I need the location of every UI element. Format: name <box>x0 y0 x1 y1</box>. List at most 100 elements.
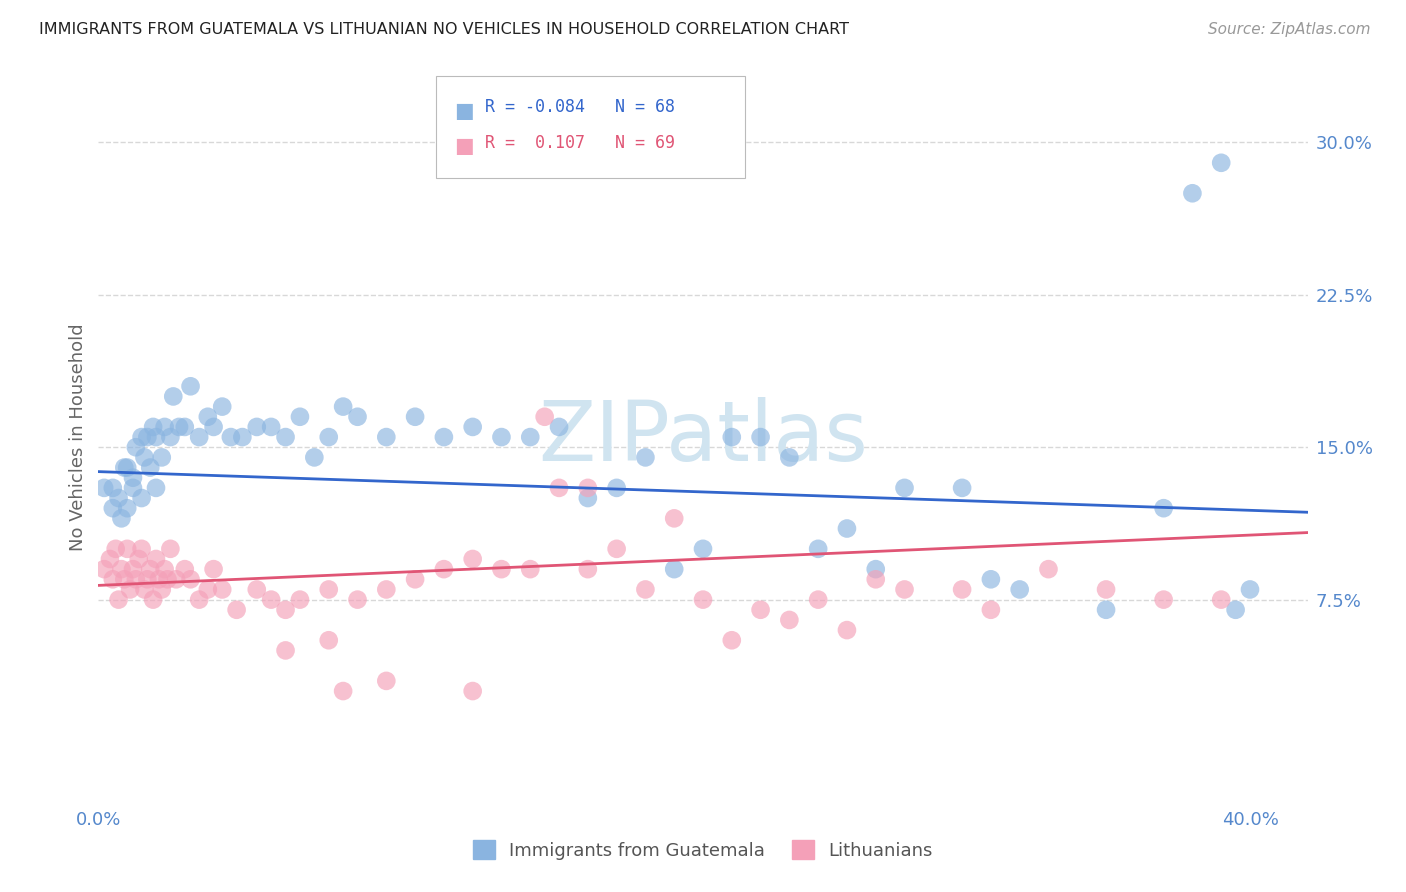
Point <box>274 603 297 617</box>
Point <box>107 592 129 607</box>
Point <box>720 633 742 648</box>
Point <box>980 603 1002 617</box>
Point <box>98 552 121 566</box>
Point <box>375 673 398 688</box>
Point <box>142 592 165 607</box>
Point <box>188 430 211 444</box>
Point <box>634 450 657 465</box>
Point <box>180 379 202 393</box>
Point <box>865 572 887 586</box>
Point <box>139 460 162 475</box>
Point <box>101 501 124 516</box>
Point <box>1008 582 1031 597</box>
Point <box>134 582 156 597</box>
Point <box>93 562 115 576</box>
Point <box>1095 582 1118 597</box>
Point <box>153 562 176 576</box>
Point <box>211 582 233 597</box>
Point <box>807 592 830 607</box>
Point <box>548 481 571 495</box>
Point <box>145 481 167 495</box>
Point <box>101 481 124 495</box>
Point <box>304 450 326 465</box>
Point <box>180 572 202 586</box>
Point <box>202 562 225 576</box>
Point <box>346 592 368 607</box>
Point <box>634 582 657 597</box>
Point <box>150 450 173 465</box>
Point <box>104 541 127 556</box>
Point <box>950 481 973 495</box>
Point <box>122 562 145 576</box>
Point <box>115 460 138 475</box>
Y-axis label: No Vehicles in Household: No Vehicles in Household <box>69 323 87 551</box>
Point <box>125 572 148 586</box>
Point <box>332 684 354 698</box>
Point <box>519 430 541 444</box>
Point <box>318 582 340 597</box>
Point <box>1239 582 1261 597</box>
Point <box>260 420 283 434</box>
Point <box>219 430 242 444</box>
Point <box>173 420 195 434</box>
Point <box>101 572 124 586</box>
Text: ZIPatlas: ZIPatlas <box>538 397 868 477</box>
Point <box>332 400 354 414</box>
Point <box>491 430 513 444</box>
Point <box>461 420 484 434</box>
Point <box>1038 562 1060 576</box>
Point <box>122 471 145 485</box>
Text: ■: ■ <box>454 136 474 156</box>
Point <box>865 562 887 576</box>
Point <box>197 582 219 597</box>
Point <box>131 491 153 505</box>
Point <box>260 592 283 607</box>
Text: R =  0.107   N = 69: R = 0.107 N = 69 <box>485 134 675 152</box>
Point <box>318 430 340 444</box>
Point <box>107 491 129 505</box>
Point <box>1211 156 1233 170</box>
Point <box>288 592 311 607</box>
Point <box>576 481 599 495</box>
Point <box>134 450 156 465</box>
Point <box>318 633 340 648</box>
Point <box>433 430 456 444</box>
Point <box>893 481 915 495</box>
Point <box>115 541 138 556</box>
Point <box>231 430 253 444</box>
Point <box>606 541 628 556</box>
Text: IMMIGRANTS FROM GUATEMALA VS LITHUANIAN NO VEHICLES IN HOUSEHOLD CORRELATION CHA: IMMIGRANTS FROM GUATEMALA VS LITHUANIAN … <box>39 22 849 37</box>
Point <box>533 409 555 424</box>
Point <box>128 552 150 566</box>
Legend: Immigrants from Guatemala, Lithuanians: Immigrants from Guatemala, Lithuanians <box>465 833 941 867</box>
Point <box>188 592 211 607</box>
Point <box>404 409 426 424</box>
Point <box>893 582 915 597</box>
Point <box>225 603 247 617</box>
Point <box>576 562 599 576</box>
Point <box>131 430 153 444</box>
Point <box>778 450 800 465</box>
Point <box>950 582 973 597</box>
Point <box>664 511 686 525</box>
Point <box>692 592 714 607</box>
Point <box>156 572 179 586</box>
Point <box>136 430 159 444</box>
Point <box>211 400 233 414</box>
Point <box>576 491 599 505</box>
Point <box>115 501 138 516</box>
Point <box>980 572 1002 586</box>
Point <box>120 582 142 597</box>
Point <box>110 562 132 576</box>
Text: R = -0.084   N = 68: R = -0.084 N = 68 <box>485 98 675 116</box>
Point <box>112 572 135 586</box>
Point <box>125 440 148 454</box>
Point <box>461 552 484 566</box>
Point <box>720 430 742 444</box>
Point <box>131 541 153 556</box>
Point <box>664 562 686 576</box>
Point <box>835 623 858 637</box>
Point <box>136 572 159 586</box>
Point <box>778 613 800 627</box>
Point <box>433 562 456 576</box>
